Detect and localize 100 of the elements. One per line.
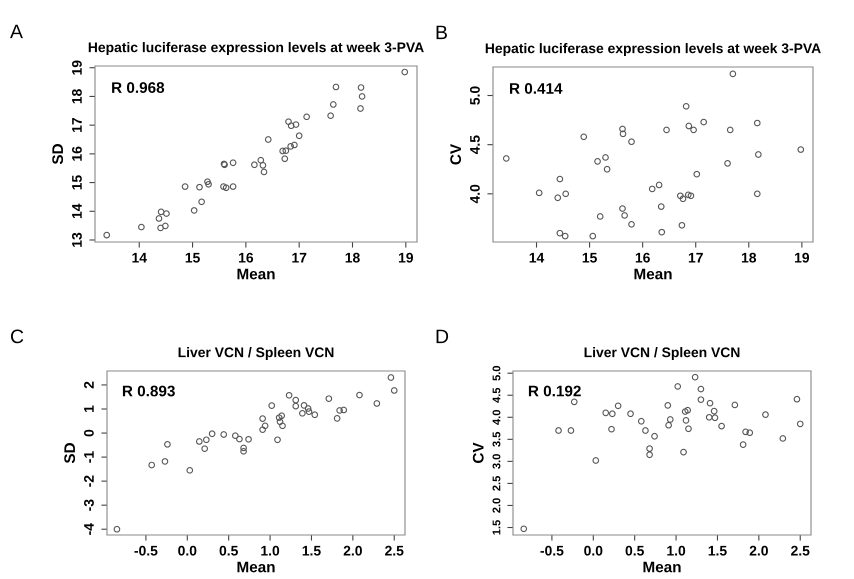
y-tick-label: 4.5 [470, 135, 480, 154]
point [303, 113, 310, 120]
point [276, 414, 283, 421]
point [712, 414, 718, 422]
point [232, 432, 239, 440]
y-tick-label: 5.0 [492, 366, 500, 381]
x-tick-label: 16 [239, 252, 254, 263]
text: D [436, 330, 448, 344]
point [698, 396, 704, 403]
point [278, 412, 285, 420]
text: C [10, 330, 24, 344]
point [205, 180, 212, 188]
point [621, 212, 628, 219]
point [608, 426, 615, 433]
point [332, 84, 340, 90]
point [740, 441, 746, 448]
point [334, 415, 340, 422]
y-tick-label: -3 [84, 500, 94, 511]
point [682, 408, 689, 415]
y-tick-label: 5.0 [470, 86, 480, 105]
point [685, 425, 692, 432]
y-tick-label: 4.0 [492, 410, 500, 425]
x-tick-label: 19 [398, 252, 414, 263]
y-tick-label: 13 [72, 232, 82, 247]
point [186, 466, 194, 474]
point [103, 232, 110, 238]
x-tick-label: 16 [636, 252, 650, 263]
point [627, 410, 634, 418]
point [609, 410, 616, 418]
point [358, 93, 366, 100]
point [292, 402, 300, 410]
point [684, 406, 691, 414]
point [274, 436, 281, 444]
point [536, 190, 542, 196]
x-axis-title: Mean [237, 562, 275, 572]
y-axis-title: SD [64, 443, 76, 464]
point [357, 105, 364, 112]
point [619, 205, 626, 212]
point [700, 118, 708, 126]
point [674, 383, 682, 390]
point [663, 126, 670, 134]
x-tick-label: 1.5 [708, 546, 727, 556]
y-tick-label: 16 [72, 146, 82, 161]
point [162, 458, 168, 465]
x-tick-label: 0.0 [178, 546, 196, 556]
point [262, 422, 268, 430]
point [688, 192, 694, 200]
point [292, 121, 300, 128]
point [730, 70, 736, 78]
point [162, 222, 169, 230]
point [746, 429, 754, 436]
annotation: R 0.968 [112, 82, 164, 93]
point [264, 136, 272, 143]
point [279, 148, 286, 154]
x-tick-label: 14 [530, 252, 544, 262]
point [182, 183, 188, 190]
x-tick-label: 14 [132, 252, 147, 262]
point [240, 444, 247, 452]
point [596, 213, 604, 220]
point [796, 420, 804, 428]
point [619, 126, 626, 132]
x-tick-label: 17 [688, 252, 703, 262]
point [682, 417, 690, 424]
point [358, 84, 364, 91]
point [755, 151, 762, 158]
point [556, 230, 564, 236]
y-tick-label: 3.5 [492, 432, 500, 447]
point [602, 410, 610, 416]
chart-title: Hepatic luciferase expression levels at week 3-PVA [486, 43, 821, 56]
point [190, 207, 198, 214]
point [690, 126, 697, 134]
y-tick-label: 4.0 [470, 184, 480, 204]
point [732, 402, 738, 408]
point [230, 159, 236, 166]
point [374, 400, 380, 407]
y-axis-title: CV [472, 442, 484, 463]
point [204, 178, 211, 186]
point [198, 198, 205, 206]
y-tick-label: 15 [72, 175, 82, 190]
point [340, 406, 348, 414]
point [762, 411, 769, 418]
point [296, 132, 303, 140]
point [222, 184, 230, 192]
point [230, 183, 236, 190]
point [245, 436, 252, 443]
point [568, 427, 574, 434]
x-tick-label: -0.5 [540, 546, 564, 556]
point [390, 387, 398, 394]
point [620, 130, 626, 138]
x-tick-label: 18 [346, 252, 360, 263]
point [658, 203, 665, 210]
y-tick-label: 4.5 [492, 388, 500, 403]
point [196, 184, 203, 190]
x-tick-label: 1.0 [667, 546, 686, 556]
point [158, 208, 164, 216]
point [306, 408, 312, 415]
point [724, 160, 731, 167]
x-axis-title: Mean [634, 268, 672, 280]
point [257, 156, 264, 164]
point [682, 102, 690, 110]
